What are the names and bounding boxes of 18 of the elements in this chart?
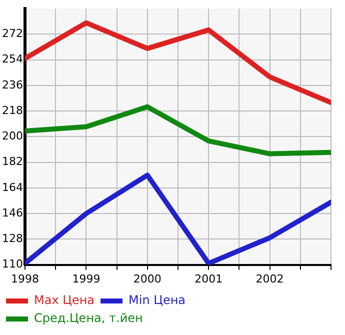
y-tick-label: 236 xyxy=(2,78,23,92)
y-tick-label: 254 xyxy=(2,52,23,66)
x-tick-label: 1999 xyxy=(72,272,100,286)
x-tick-label: 2001 xyxy=(194,272,223,286)
x-tick-label: 2002 xyxy=(256,272,284,286)
y-tick-label: 272 xyxy=(2,27,23,40)
y-tick-label: 200 xyxy=(2,130,23,143)
y-tick-label: 218 xyxy=(2,104,23,117)
y-tick-label: 164 xyxy=(2,180,23,194)
y-tick-label: 146 xyxy=(2,206,23,220)
legend-label: Max Цена xyxy=(34,293,95,308)
x-tick-label: 2000 xyxy=(133,272,162,286)
y-tick-label: 182 xyxy=(2,155,23,168)
y-tick-label: 128 xyxy=(2,232,23,246)
legend-label: Min Цена xyxy=(128,293,186,308)
x-tick-label: 1998 xyxy=(10,272,39,286)
legend-label: Сред.Цена, т.йен xyxy=(34,311,143,326)
y-tick-label: 110 xyxy=(2,258,23,271)
